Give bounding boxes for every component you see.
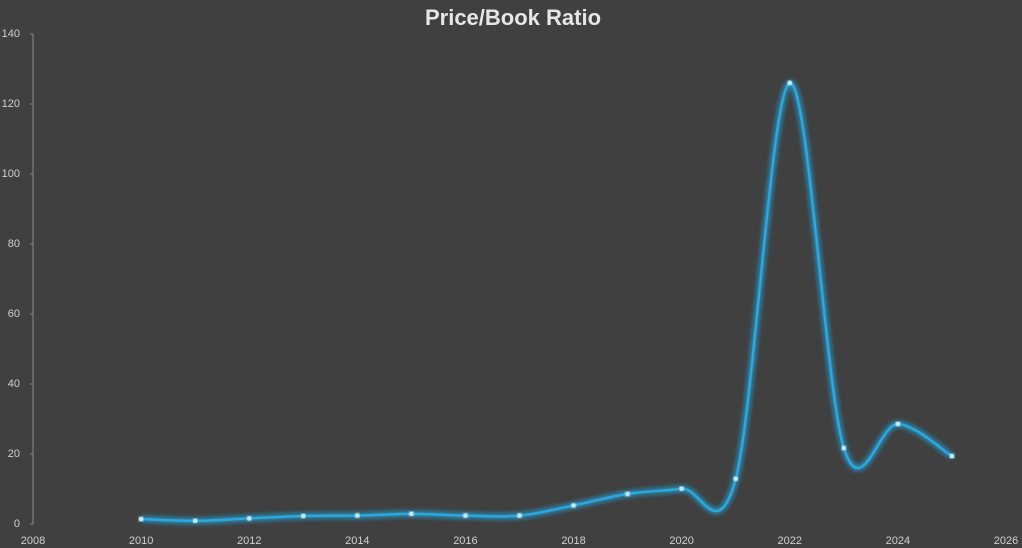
y-tick-label: 140 <box>2 28 20 40</box>
point <box>517 513 522 518</box>
y-tick-label: 60 <box>8 308 20 320</box>
point <box>409 511 414 517</box>
y-tick-label: 80 <box>8 238 20 250</box>
point <box>895 421 901 427</box>
point <box>625 491 630 497</box>
point <box>733 476 738 482</box>
x-tick-label: 2024 <box>886 535 910 547</box>
point <box>355 513 360 518</box>
x-tick-label: 2020 <box>669 535 693 547</box>
y-tick-label: 20 <box>8 448 20 460</box>
y-tick-label: 0 <box>14 518 20 530</box>
x-tick-label: 2016 <box>453 535 477 547</box>
y-tick-label: 100 <box>2 168 20 180</box>
point <box>679 486 684 491</box>
point <box>192 518 198 524</box>
x-tick-label: 2012 <box>237 535 261 547</box>
y-tick-label: 120 <box>2 98 20 110</box>
x-tick-label: 2026 <box>994 535 1018 547</box>
x-tick-label: 2008 <box>21 535 45 547</box>
point <box>247 516 252 521</box>
point <box>787 80 792 86</box>
point <box>138 516 144 522</box>
point <box>463 513 468 518</box>
point <box>949 453 955 459</box>
x-tick-label: 2010 <box>129 535 153 547</box>
y-tick-label: 40 <box>8 378 20 390</box>
line <box>141 81 953 523</box>
point <box>841 445 847 451</box>
point <box>571 503 576 508</box>
x-tick-label: 2022 <box>778 535 802 547</box>
x-tick-label: 2014 <box>345 535 369 547</box>
x-tick-label: 2018 <box>561 535 585 547</box>
chart-title: Price/Book Ratio <box>425 5 601 30</box>
point <box>301 513 306 519</box>
